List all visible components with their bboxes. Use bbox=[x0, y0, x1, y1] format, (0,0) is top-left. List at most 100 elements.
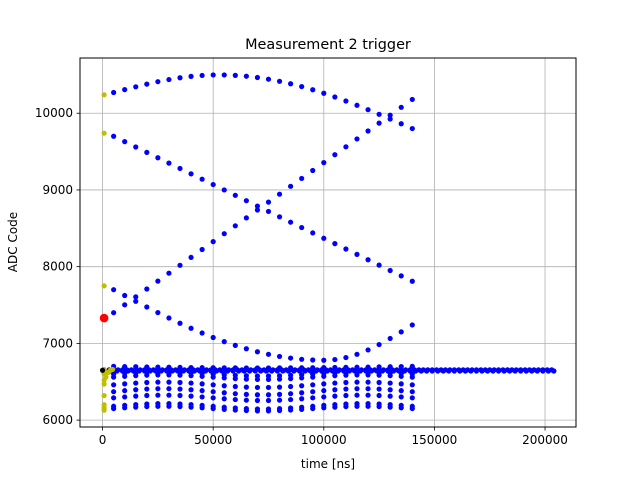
data-point bbox=[221, 383, 227, 389]
data-point bbox=[291, 368, 297, 374]
data-point bbox=[473, 368, 480, 374]
data-point bbox=[398, 373, 404, 379]
data-point bbox=[243, 397, 249, 403]
data-point bbox=[188, 73, 194, 79]
data-point bbox=[398, 394, 404, 400]
data-point bbox=[133, 380, 139, 386]
data-point bbox=[288, 383, 294, 390]
data-point bbox=[534, 368, 540, 374]
data-point bbox=[144, 403, 150, 410]
data-point bbox=[365, 392, 371, 398]
data-point bbox=[101, 130, 107, 136]
data-point bbox=[155, 379, 161, 385]
data-point bbox=[155, 79, 161, 85]
data-point bbox=[451, 368, 457, 374]
data-point bbox=[343, 403, 349, 410]
data-point bbox=[368, 368, 374, 374]
data-point bbox=[188, 373, 194, 379]
data-point bbox=[424, 368, 430, 374]
data-point bbox=[232, 223, 238, 229]
data-point bbox=[288, 355, 294, 361]
data-point bbox=[122, 139, 128, 145]
data-point bbox=[365, 257, 371, 263]
data-point bbox=[199, 388, 205, 394]
data-point bbox=[144, 392, 150, 399]
data-point bbox=[357, 368, 363, 374]
data-point bbox=[376, 372, 382, 378]
data-point bbox=[111, 310, 117, 316]
data-point bbox=[352, 368, 358, 374]
data-point bbox=[166, 386, 172, 392]
data-point bbox=[177, 403, 183, 410]
data-point bbox=[221, 406, 227, 412]
data-point bbox=[101, 283, 107, 289]
data-point bbox=[111, 374, 117, 380]
data-point bbox=[101, 381, 107, 387]
data-point bbox=[398, 104, 404, 110]
data-point bbox=[122, 302, 128, 308]
data-point bbox=[210, 405, 216, 412]
y-tick-label: 8000 bbox=[42, 260, 73, 274]
data-point bbox=[468, 368, 474, 374]
data-point bbox=[177, 262, 183, 268]
data-point bbox=[210, 334, 216, 341]
data-point bbox=[398, 329, 404, 335]
data-point bbox=[332, 404, 338, 410]
data-point bbox=[376, 403, 382, 410]
data-point bbox=[243, 346, 249, 352]
data-point bbox=[252, 368, 258, 374]
data-point bbox=[144, 304, 150, 310]
data-point bbox=[208, 368, 214, 374]
data-point bbox=[343, 144, 349, 150]
data-point bbox=[310, 374, 316, 380]
data-point bbox=[398, 273, 404, 279]
data-point bbox=[221, 187, 227, 193]
data-point bbox=[133, 387, 139, 393]
data-point bbox=[387, 267, 393, 274]
data-point bbox=[343, 392, 349, 399]
y-tick-label: 9000 bbox=[42, 183, 73, 197]
data-point bbox=[188, 325, 194, 331]
data-point bbox=[232, 383, 238, 390]
y-axis-ticks: 6000 7000 8000 9000 10000 bbox=[35, 106, 80, 427]
x-tick-label: 200000 bbox=[522, 433, 568, 447]
data-point bbox=[332, 380, 338, 386]
data-point bbox=[166, 270, 172, 276]
data-point bbox=[236, 368, 242, 374]
data-point bbox=[288, 396, 294, 403]
data-point bbox=[288, 407, 294, 413]
data-point bbox=[318, 368, 325, 374]
data-point bbox=[376, 392, 382, 399]
data-point bbox=[512, 368, 518, 374]
data-point bbox=[440, 368, 446, 374]
data-point bbox=[243, 73, 249, 79]
data-point bbox=[354, 392, 360, 398]
data-point bbox=[398, 121, 404, 127]
x-tick-label: 100000 bbox=[301, 433, 347, 447]
data-point bbox=[401, 368, 408, 374]
data-point bbox=[232, 342, 238, 348]
data-point bbox=[186, 368, 192, 374]
data-point bbox=[354, 379, 360, 385]
data-point bbox=[133, 144, 139, 150]
data-point bbox=[343, 354, 349, 361]
data-point bbox=[288, 391, 294, 397]
data-point bbox=[276, 214, 283, 220]
data-point bbox=[387, 116, 393, 122]
data-point bbox=[177, 372, 183, 378]
data-point bbox=[232, 391, 238, 397]
data-point bbox=[254, 384, 261, 391]
data-point bbox=[111, 287, 117, 293]
data-point bbox=[210, 181, 216, 188]
data-point bbox=[199, 176, 205, 182]
data-point bbox=[265, 351, 272, 357]
data-point bbox=[313, 368, 319, 374]
data-point bbox=[188, 380, 194, 386]
data-point bbox=[398, 405, 404, 411]
data-point bbox=[199, 330, 205, 336]
data-point bbox=[321, 388, 327, 394]
data-point bbox=[122, 405, 128, 411]
data-point bbox=[332, 94, 338, 100]
data-point bbox=[254, 392, 261, 398]
data-point bbox=[299, 396, 305, 402]
